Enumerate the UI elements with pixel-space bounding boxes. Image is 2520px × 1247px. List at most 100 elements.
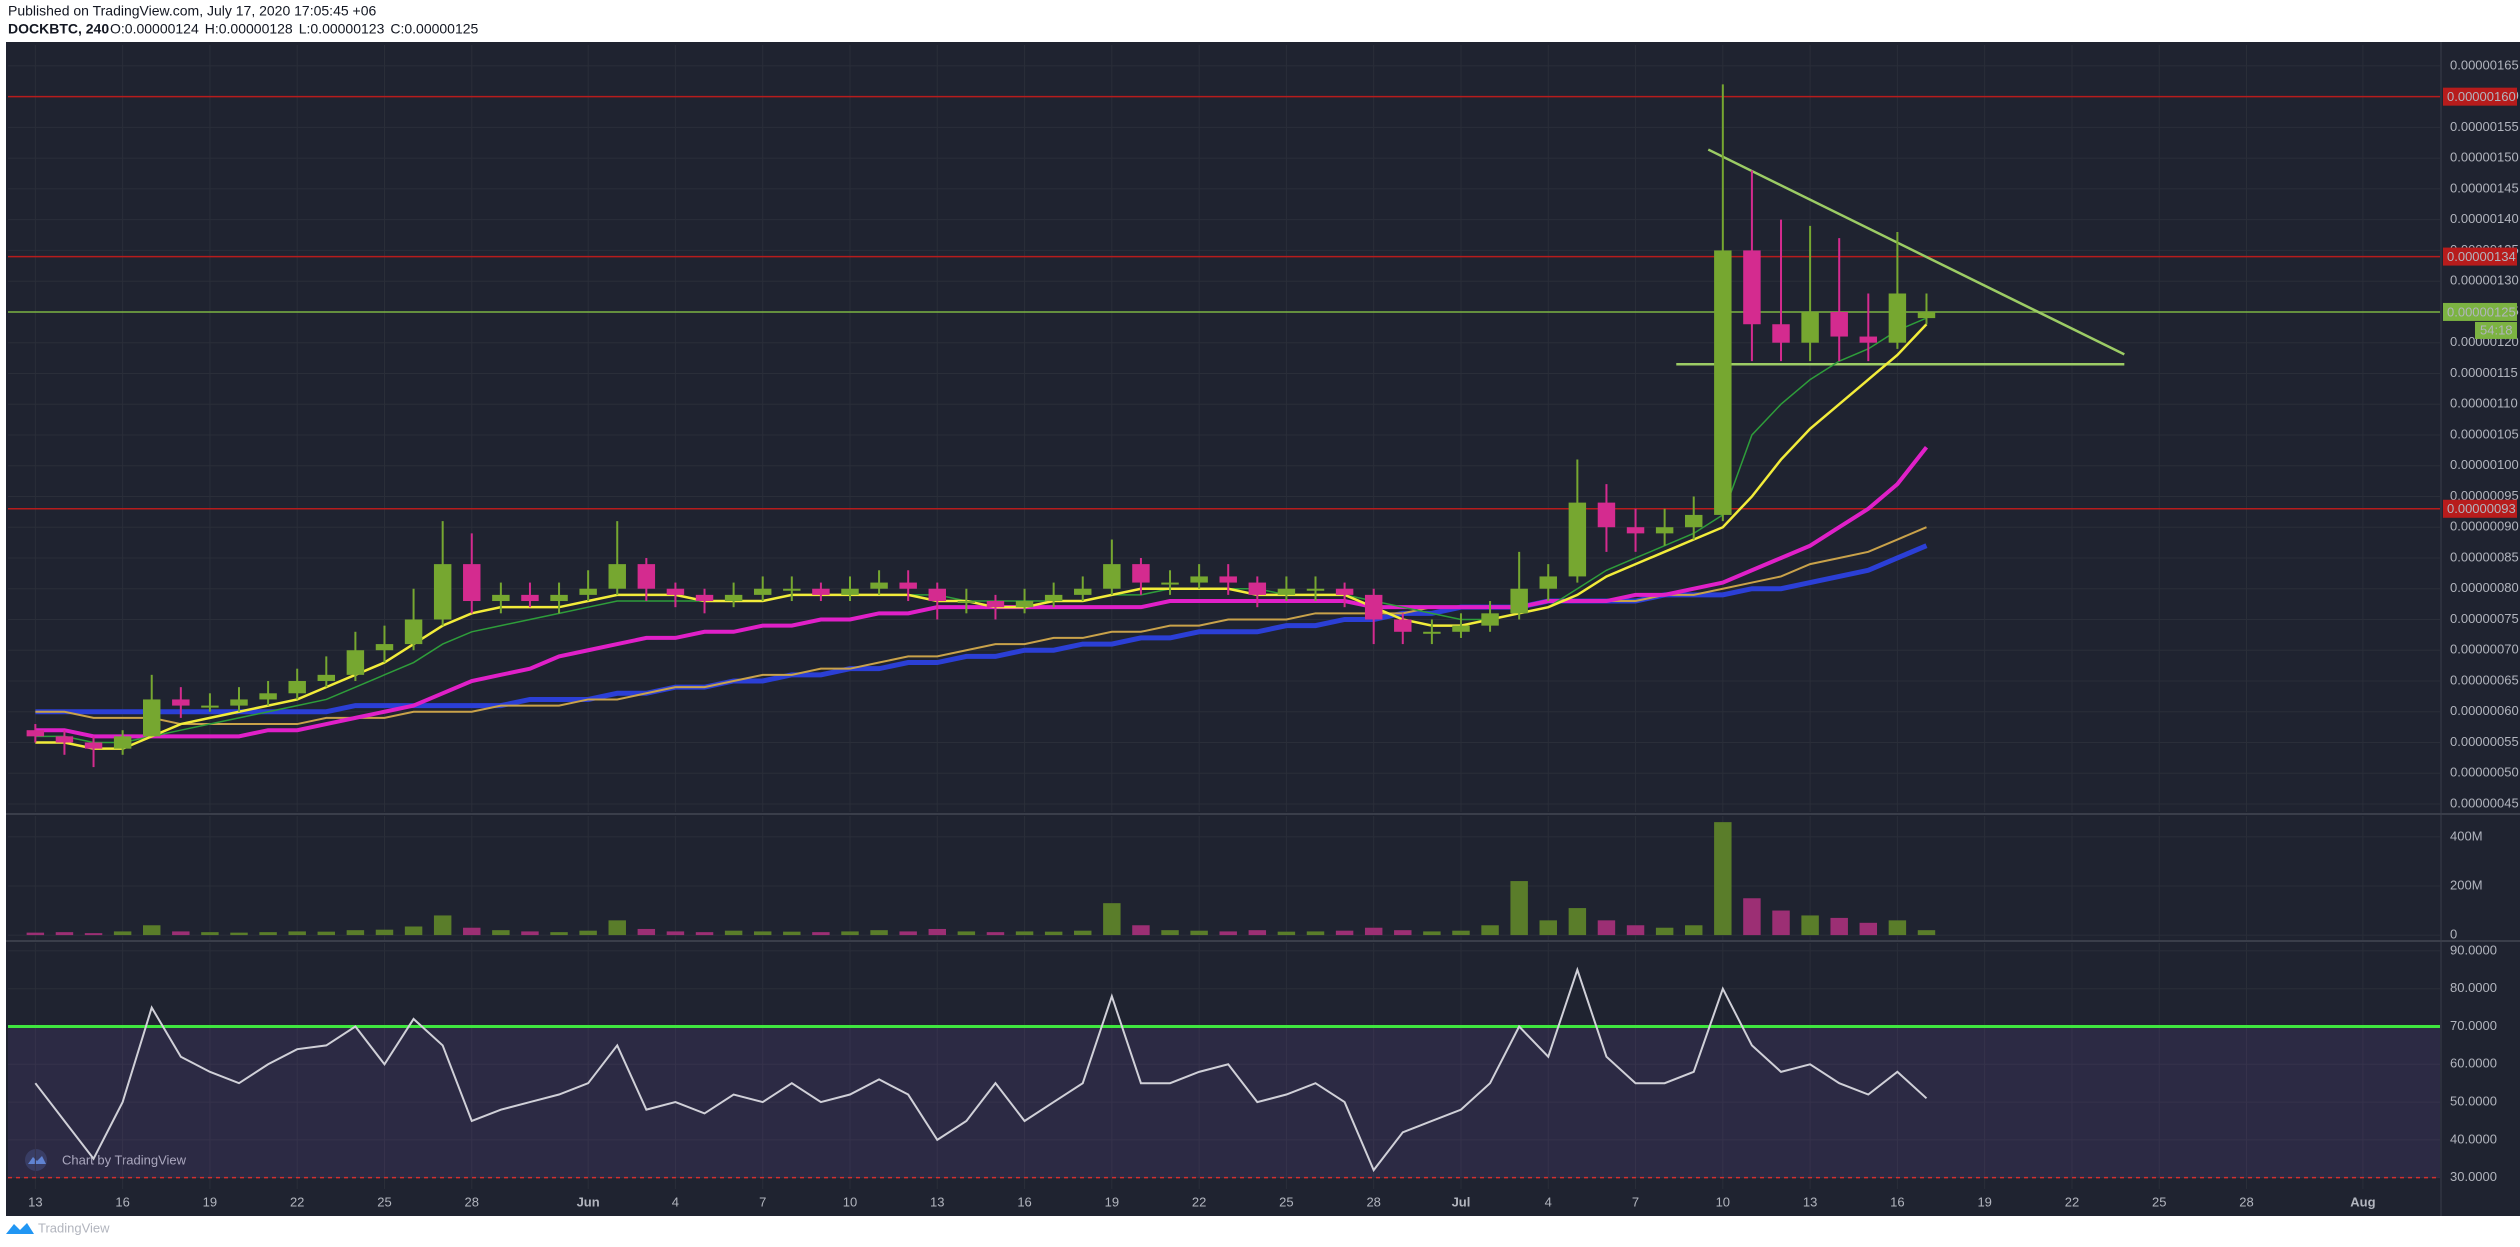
candle-body	[986, 601, 1005, 608]
x-tick-label: 10	[1716, 1194, 1730, 1209]
published-line: Published on TradingView.com, July 17, 2…	[8, 3, 376, 19]
watermark: Chart by TradingView	[62, 1152, 187, 1167]
volume-bar	[346, 930, 365, 936]
volume-bar	[957, 931, 976, 936]
countdown-box	[2475, 321, 2517, 339]
volume-bar	[1888, 920, 1907, 936]
candle-body	[1335, 588, 1354, 595]
candle-body	[521, 594, 539, 602]
volume-bar	[986, 932, 1005, 936]
volume-bar	[404, 926, 423, 936]
y-tick-label: 70.0000	[2450, 1018, 2497, 1033]
candle-body	[1714, 250, 1732, 515]
volume-bar	[579, 930, 597, 936]
volume-bar	[1568, 908, 1587, 936]
candle-body	[1277, 588, 1296, 595]
y-tick-label: 0.00000155	[2450, 119, 2519, 134]
candle-body	[142, 699, 161, 737]
candle-body	[1801, 311, 1819, 343]
volume-bar	[1743, 898, 1761, 936]
candle-body	[346, 650, 365, 675]
y-tick-label: 0.00000075	[2450, 611, 2519, 626]
candle-body	[1423, 631, 1441, 634]
x-tick-label: 4	[672, 1194, 679, 1209]
x-tick-label: 25	[377, 1194, 391, 1209]
volume-bar	[1335, 930, 1354, 936]
candle-body	[1364, 594, 1383, 620]
volume-bar	[1190, 930, 1208, 936]
candle-body	[1219, 576, 1237, 583]
volume-bar	[1015, 931, 1034, 936]
candle-body	[1161, 582, 1179, 585]
candle-body	[1103, 564, 1121, 589]
candle-body	[1685, 514, 1703, 528]
volume-bar	[1161, 930, 1179, 936]
ohlc-value: O:0.00000124	[110, 21, 199, 37]
volume-bar	[1306, 931, 1325, 936]
y-tick-label: 50.0000	[2450, 1094, 2497, 1109]
x-tick-label: 10	[843, 1194, 857, 1209]
x-tick-label: 13	[28, 1194, 42, 1209]
volume-bar	[1859, 922, 1878, 936]
x-tick-label: Jul	[1452, 1194, 1471, 1209]
y-tick-label: 0.00000115	[2450, 365, 2518, 380]
y-tick-label: 0.00000045	[2450, 795, 2519, 810]
candle-body	[1597, 502, 1616, 528]
volume-bar	[783, 931, 801, 936]
candle-body	[1190, 576, 1208, 583]
watermark-logo-mark	[28, 1156, 46, 1164]
candle-body	[1568, 502, 1587, 577]
volume-bar	[1510, 881, 1528, 936]
candle-body	[1306, 588, 1325, 591]
x-tick-label: 13	[1803, 1194, 1817, 1209]
candle-body	[1481, 613, 1499, 626]
volume-bar	[1452, 930, 1470, 936]
volume-bar	[288, 931, 306, 936]
volume-bar	[1801, 915, 1819, 936]
candle-body	[492, 594, 510, 602]
volume-bar	[521, 931, 539, 936]
y-tick-label: 0.00000110	[2450, 396, 2518, 411]
candle-body	[1074, 588, 1092, 595]
countdown: 54:18	[2480, 322, 2513, 337]
volume-bar	[1481, 925, 1499, 936]
candle-body	[1830, 311, 1848, 337]
price-label: 0.00000160	[2447, 89, 2516, 104]
candle-body	[259, 693, 277, 700]
x-tick-label: 16	[1017, 1194, 1031, 1209]
x-tick-label: 7	[1632, 1194, 1639, 1209]
y-tick-label: 0.00000150	[2450, 150, 2519, 165]
candle-body	[753, 588, 772, 595]
candle-body	[1394, 619, 1412, 632]
candle-body	[666, 588, 685, 595]
price-label: 0.00000093	[2447, 501, 2516, 516]
candle-body	[724, 594, 743, 602]
price-label-box	[2443, 499, 2517, 518]
candle-body	[1626, 527, 1645, 534]
candle-body	[1859, 336, 1878, 343]
x-tick-label: 28	[1366, 1194, 1380, 1209]
candle-body	[1452, 625, 1470, 632]
y-tick-label: 0.00000140	[2450, 211, 2519, 226]
y-tick-label: 400M	[2450, 828, 2483, 843]
candle-body	[1248, 582, 1267, 595]
price-label: 0.00000125	[2447, 304, 2516, 319]
candle-body	[1888, 293, 1907, 343]
rsi-line	[34, 966, 1928, 1173]
volume-bar	[812, 932, 830, 936]
candle-body	[812, 588, 830, 595]
x-tick-label: 28	[465, 1194, 479, 1209]
volume-bar	[1917, 930, 1936, 936]
y-tick-label: 0.00000055	[2450, 734, 2519, 749]
volume-bar	[230, 932, 248, 936]
moving-average	[35, 446, 1929, 739]
x-tick-label: 22	[2065, 1194, 2079, 1209]
x-tick-label: 4	[1545, 1194, 1552, 1209]
candle-body	[375, 644, 394, 651]
candle-body	[870, 582, 888, 589]
volume-bar	[928, 928, 947, 936]
y-tick-label: 0.00000065	[2450, 672, 2519, 687]
x-tick-label: 19	[1977, 1194, 1991, 1209]
x-tick-label: 16	[115, 1194, 129, 1209]
